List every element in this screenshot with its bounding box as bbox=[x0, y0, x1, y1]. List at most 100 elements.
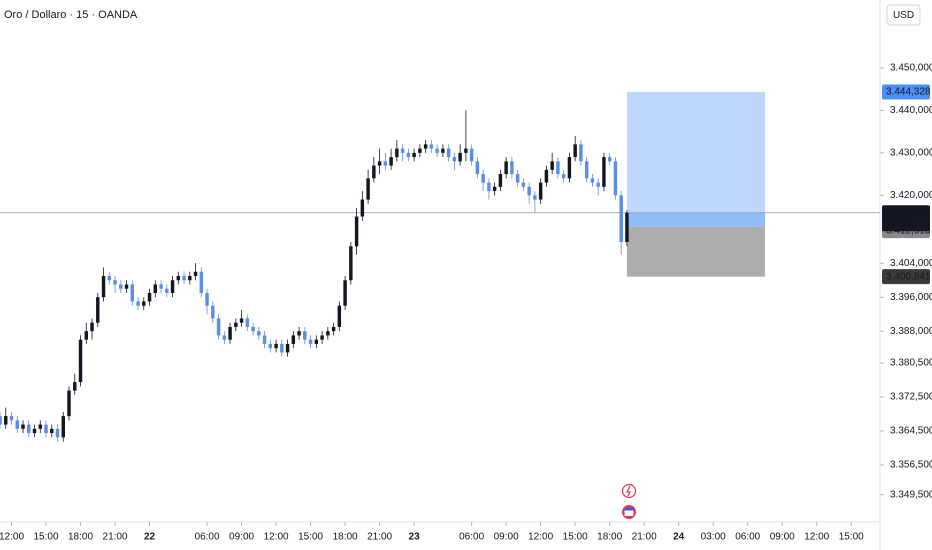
event-icon-glyph bbox=[626, 485, 631, 497]
candle-body bbox=[515, 174, 520, 183]
candle-body bbox=[21, 424, 25, 429]
candle-body bbox=[147, 292, 152, 302]
candle-body bbox=[50, 428, 54, 434]
candle-body bbox=[521, 182, 526, 187]
candle-body bbox=[613, 161, 618, 196]
candle-body bbox=[406, 152, 411, 158]
candle-body bbox=[607, 157, 612, 162]
candle-body bbox=[372, 165, 376, 179]
x-tick-label: 21:00 bbox=[103, 532, 128, 543]
candle-body bbox=[504, 161, 508, 175]
x-tick-label: 15:00 bbox=[563, 532, 588, 543]
candle-body bbox=[222, 335, 227, 340]
x-tick-label: 09:00 bbox=[494, 532, 519, 543]
candle-body bbox=[320, 335, 324, 340]
candle-body bbox=[492, 186, 497, 192]
candle-body bbox=[567, 157, 572, 179]
candle-body bbox=[458, 152, 462, 162]
x-tick-label: 15:00 bbox=[33, 532, 58, 543]
candle-body bbox=[464, 148, 468, 153]
candle-body bbox=[423, 144, 428, 149]
candle-body bbox=[96, 297, 100, 323]
candle-body bbox=[165, 288, 169, 293]
candle-body bbox=[159, 284, 163, 289]
candle-body bbox=[136, 301, 140, 306]
x-tick-label: 06:00 bbox=[195, 532, 220, 543]
candle-body bbox=[481, 174, 485, 183]
candle-body bbox=[84, 331, 88, 340]
candle-body bbox=[360, 199, 365, 217]
x-tick-label: 12:00 bbox=[804, 532, 829, 543]
x-tick-label: 18:00 bbox=[597, 532, 622, 543]
candle-body bbox=[377, 161, 382, 166]
candle-body bbox=[297, 331, 301, 336]
candle-body bbox=[274, 343, 278, 349]
candle-body bbox=[291, 335, 296, 344]
y-tick-label: 3.420,000 bbox=[890, 190, 932, 201]
candle-body bbox=[44, 424, 48, 434]
y-tick-label: 3.404,000 bbox=[890, 258, 932, 269]
candle-body bbox=[412, 152, 416, 158]
y-tick-label: 3.356,500 bbox=[890, 460, 932, 471]
candle-body bbox=[9, 416, 14, 421]
candle-body bbox=[67, 390, 71, 417]
x-tick-label: 21:00 bbox=[632, 532, 657, 543]
stop-label: 3.400,841 bbox=[886, 271, 931, 282]
y-tick-label: 3.440,000 bbox=[890, 105, 932, 116]
candle-body bbox=[73, 382, 77, 391]
x-tick-label: 06:00 bbox=[735, 532, 760, 543]
candle-body bbox=[262, 335, 267, 344]
candle-body bbox=[590, 178, 595, 183]
candle-body bbox=[469, 148, 474, 162]
x-tick-label: 12:00 bbox=[264, 532, 289, 543]
y-tick-label: 3.364,500 bbox=[890, 426, 932, 437]
currency-button[interactable] bbox=[886, 4, 921, 26]
candle-body bbox=[584, 161, 589, 179]
x-tick-label: 24 bbox=[673, 532, 685, 543]
x-tick-label: 15:00 bbox=[839, 532, 864, 543]
candle-body bbox=[441, 148, 445, 153]
x-tick-label: 03:00 bbox=[701, 532, 726, 543]
x-tick-label: 09:00 bbox=[229, 532, 254, 543]
candle-body bbox=[124, 284, 129, 289]
candle-body bbox=[0, 416, 2, 425]
candle-body bbox=[354, 216, 359, 247]
candle-body bbox=[527, 186, 531, 196]
candle-body bbox=[15, 420, 19, 429]
x-tick-label: 23 bbox=[409, 532, 421, 543]
candle-body bbox=[90, 322, 94, 332]
candle-body bbox=[389, 157, 393, 166]
candle-body bbox=[533, 195, 537, 200]
candle-body bbox=[308, 339, 313, 344]
candle-body bbox=[107, 275, 112, 281]
currency-label: USD bbox=[893, 10, 914, 21]
event-icon[interactable] bbox=[621, 483, 637, 499]
candle-body bbox=[556, 161, 560, 175]
open-profit-zone bbox=[626, 212, 765, 227]
candle-body bbox=[55, 428, 60, 438]
x-tick-label: 15:00 bbox=[298, 532, 323, 543]
y-tick-label: 3.380,500 bbox=[890, 358, 932, 369]
candle-body bbox=[119, 284, 123, 289]
candle-body bbox=[544, 169, 549, 183]
candle-body bbox=[216, 318, 221, 336]
candle-body bbox=[211, 305, 215, 319]
candle-body bbox=[170, 280, 175, 293]
candle-body bbox=[61, 416, 65, 438]
y-tick-label: 3.349,500 bbox=[890, 489, 932, 500]
candle-body bbox=[326, 331, 330, 336]
candle-body bbox=[487, 182, 491, 192]
candle-body bbox=[188, 275, 192, 281]
candle-body bbox=[602, 157, 606, 187]
candle-body bbox=[435, 148, 439, 153]
candle-body bbox=[280, 343, 284, 353]
candle-body bbox=[550, 161, 554, 170]
countdown-label: 12:05 bbox=[886, 219, 911, 230]
candle-body bbox=[182, 275, 186, 281]
candle-body bbox=[101, 275, 106, 298]
candle-body bbox=[234, 322, 238, 327]
candle-body bbox=[251, 326, 255, 332]
x-tick-label: 18:00 bbox=[68, 532, 93, 543]
